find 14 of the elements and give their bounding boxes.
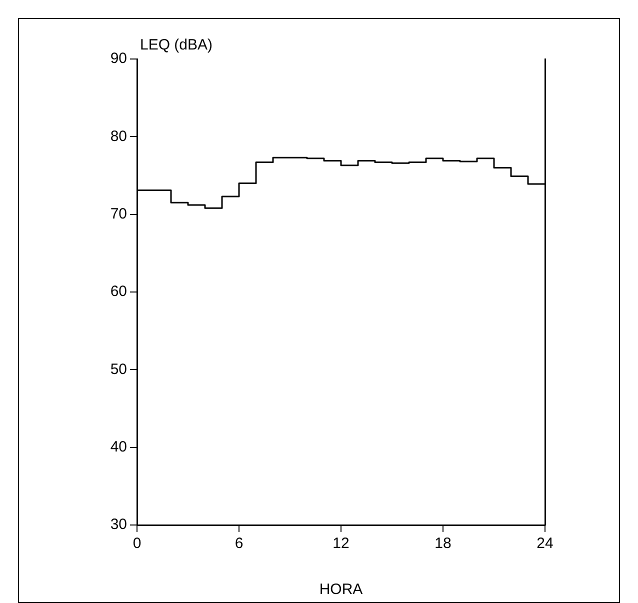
- y-axis-title: LEQ (dBA): [140, 36, 213, 54]
- y-tick-label: 50: [110, 360, 127, 378]
- x-tick-label: 6: [234, 535, 244, 552]
- y-tick-label: 80: [110, 128, 127, 145]
- y-tick-label: 40: [110, 438, 127, 456]
- y-tick-label: 70: [110, 205, 127, 222]
- x-tick-label: 12: [332, 535, 350, 552]
- y-tick-label: 60: [110, 283, 127, 300]
- y-tick-label: 30: [110, 516, 127, 534]
- x-tick-label: 24: [536, 535, 554, 552]
- y-tick-label: 90: [110, 50, 127, 68]
- x-tick-label: 18: [434, 535, 452, 552]
- x-axis-title: HORA: [319, 581, 363, 598]
- x-tick-label: 0: [132, 535, 142, 552]
